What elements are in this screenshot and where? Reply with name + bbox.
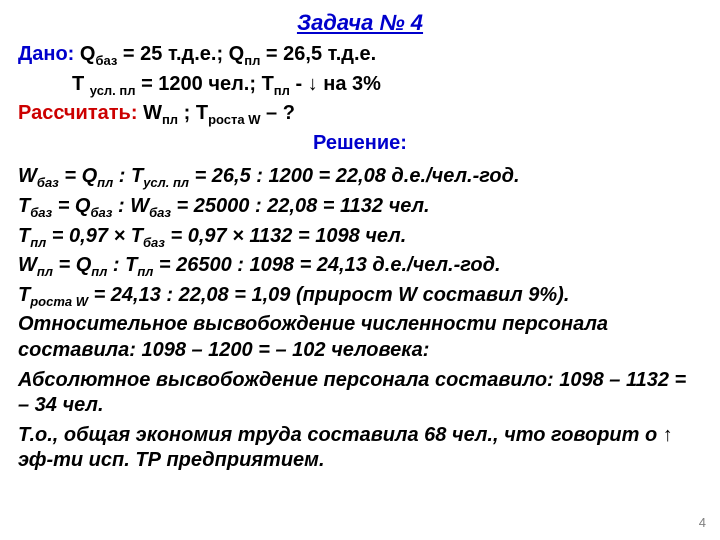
s1-d: = 26,5 : 1200 = 22,08 д.е./чел.-год. — [189, 165, 520, 187]
s3-a-sub: пл — [30, 235, 46, 250]
given-1-b-sub: пл — [244, 53, 260, 68]
s4-d: = 26500 : 1098 = 24,13 д.е./чел.-год. — [153, 254, 500, 276]
given-2-a-sub: усл. пл — [90, 83, 136, 98]
given-label: Дано: — [18, 43, 80, 65]
s1-b-sub: пл — [97, 175, 113, 190]
s2-c-sub: баз — [149, 205, 171, 220]
given-1-b: = 25 т.д.е.; Q — [117, 43, 244, 65]
s1-c: : Т — [113, 165, 143, 187]
s4-c-sub: пл — [137, 264, 153, 279]
title: Задача № 4 — [18, 10, 702, 36]
s1-a: W — [18, 165, 37, 187]
s4-b: = Q — [53, 254, 91, 276]
s1-c-sub: усл. пл — [143, 175, 189, 190]
s5-a: Т — [18, 284, 30, 306]
s4-a: W — [18, 254, 37, 276]
s2-d: = 25000 : 22,08 = 1132 чел. — [171, 195, 430, 217]
s2-c: : W — [112, 195, 149, 217]
calc-c: – ? — [261, 102, 295, 124]
s1-a-sub: баз — [37, 175, 59, 190]
s3-b-sub: баз — [143, 235, 165, 250]
given-2-c: - ↓ на 3% — [290, 73, 381, 95]
given-1-c: = 26,5 т.д.е. — [260, 43, 376, 65]
s2-b: = Q — [52, 195, 90, 217]
solution-line-7: Абсолютное высвобождение персонала соста… — [18, 368, 702, 419]
solution-label: Решение: — [18, 131, 702, 157]
given-1-a-sub: баз — [95, 53, 117, 68]
solution-line-6: Относительное высвобождение численности … — [18, 312, 702, 363]
s4-c: : Т — [107, 254, 137, 276]
solution-line-3: Тпл = 0,97 × Тбаз = 0,97 × 1132 = 1098 ч… — [18, 224, 702, 250]
s4-b-sub: пл — [91, 264, 107, 279]
solution-line-8: Т.о., общая экономия труда составила 68 … — [18, 423, 702, 474]
given-1-a: Q — [80, 43, 96, 65]
s3-b: = 0,97 × Т — [46, 225, 143, 247]
s1-b: = Q — [59, 165, 97, 187]
calc-b: ; Т — [178, 102, 208, 124]
given-2-b: = 1200 чел.; Т — [136, 73, 274, 95]
calc-a-sub: пл — [162, 112, 178, 127]
s3-c: = 0,97 × 1132 = 1098 чел. — [165, 225, 406, 247]
given-2-b-sub: пл — [274, 83, 290, 98]
solution-line-2: Тбаз = Qбаз : Wбаз = 25000 : 22,08 = 113… — [18, 194, 702, 220]
given-line-2: Т усл. пл = 1200 чел.; Тпл - ↓ на 3% — [18, 72, 702, 98]
calc-a: W — [143, 102, 162, 124]
calc-label: Рассчитать: — [18, 102, 143, 124]
given-line-1: Дано: Qбаз = 25 т.д.е.; Qпл = 26,5 т.д.е… — [18, 42, 702, 68]
given-2-a: Т — [72, 73, 90, 95]
solution-line-1: Wбаз = Qпл : Тусл. пл = 26,5 : 1200 = 22… — [18, 164, 702, 190]
solution-line-5: Троста W = 24,13 : 22,08 = 1,09 (прирост… — [18, 283, 702, 309]
s2-b-sub: баз — [91, 205, 113, 220]
s3-a: Т — [18, 225, 30, 247]
s4-a-sub: пл — [37, 264, 53, 279]
s2-a-sub: баз — [30, 205, 52, 220]
page-number: 4 — [699, 515, 706, 530]
s2-a: Т — [18, 195, 30, 217]
calc-b-sub: роста W — [208, 112, 260, 127]
calc-line: Рассчитать: Wпл ; Троста W – ? — [18, 101, 702, 127]
s5-b: = 24,13 : 22,08 = 1,09 (прирост W состав… — [88, 284, 569, 306]
s5-a-sub: роста W — [30, 294, 88, 309]
solution-line-4: Wпл = Qпл : Тпл = 26500 : 1098 = 24,13 д… — [18, 253, 702, 279]
